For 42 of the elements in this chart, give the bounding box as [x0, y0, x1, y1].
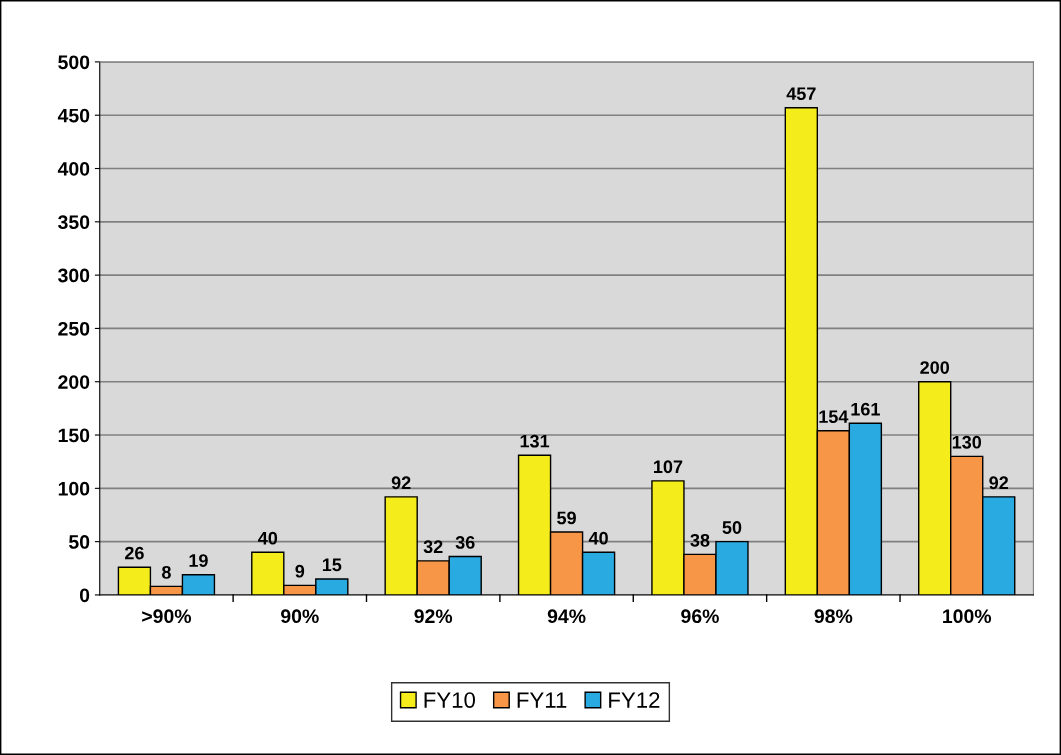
y-tick-label: 500: [58, 55, 90, 70]
y-tick-label: 50: [68, 535, 90, 549]
y-tick-label: 0: [79, 588, 90, 603]
x-tick-label: 96%: [681, 609, 719, 624]
legend-label: FY10: [424, 692, 476, 708]
data-label: 8: [161, 565, 171, 579]
data-label: 15: [322, 558, 342, 572]
y-tick-label: 450: [57, 108, 90, 123]
y-tick-label: 350: [58, 215, 90, 230]
x-tick-label: 100%: [943, 609, 992, 624]
data-label: 50: [722, 521, 742, 534]
y-tick-label: 100: [58, 481, 90, 496]
data-label: 40: [588, 531, 608, 545]
y-tick-label: 200: [58, 375, 90, 389]
data-label: 9: [295, 564, 305, 578]
data-label: 59: [557, 511, 576, 525]
data-label: 38: [690, 533, 710, 547]
data-label: 92: [391, 476, 411, 490]
data-label: 32: [423, 540, 443, 554]
data-label: 131: [520, 434, 550, 448]
data-label: 154: [819, 410, 849, 424]
data-label: 457: [786, 87, 816, 101]
y-tick-label: 250: [58, 321, 90, 336]
y-tick-label: 300: [58, 268, 90, 283]
data-label: 130: [952, 435, 982, 449]
x-tick-label: 90%: [281, 609, 319, 624]
x-tick-label: 92%: [414, 609, 453, 624]
x-tick-label: 94%: [547, 609, 586, 624]
data-label: 107: [654, 460, 683, 474]
x-tick-label: >90%: [142, 609, 192, 624]
data-label: 92: [989, 476, 1009, 490]
legend-label: FY12: [609, 692, 660, 708]
y-tick-label: 400: [57, 161, 90, 176]
x-tick-label: 98%: [814, 609, 853, 624]
data-label: 36: [455, 536, 475, 549]
data-label: 26: [125, 546, 144, 560]
data-label: 161: [851, 402, 880, 416]
data-label: 40: [258, 531, 278, 545]
legend-label: FY11: [517, 692, 567, 708]
data-label: 19: [189, 554, 208, 567]
data-label: 200: [920, 361, 950, 374]
y-tick-label: 150: [58, 428, 90, 443]
